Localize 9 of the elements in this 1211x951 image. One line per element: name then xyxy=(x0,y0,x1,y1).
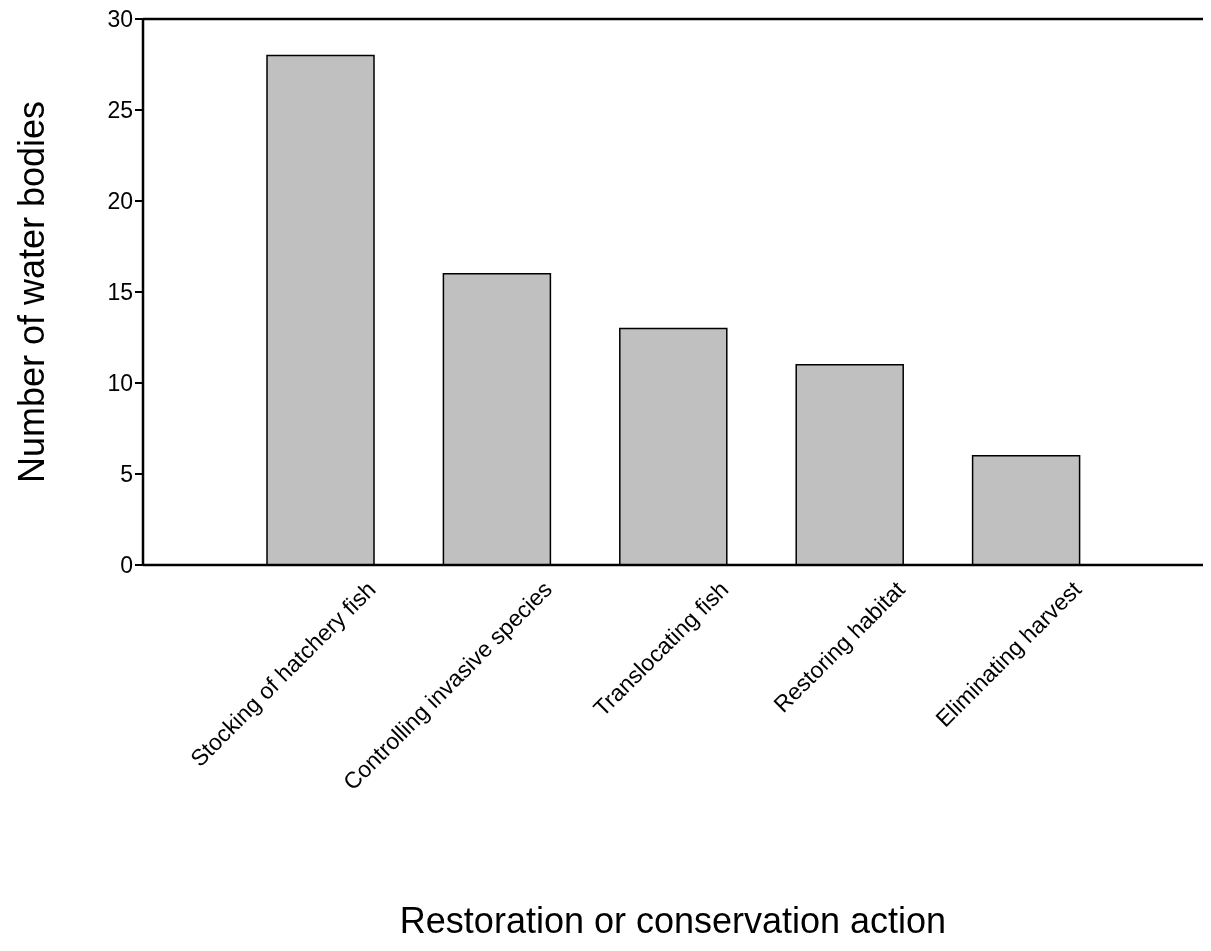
y-tick-label: 5 xyxy=(120,461,133,488)
y-tick-label: 15 xyxy=(107,279,133,306)
y-tick-label: 10 xyxy=(107,370,133,397)
y-axis-title: Number of water bodies xyxy=(10,100,52,484)
y-tick-label: 20 xyxy=(107,188,133,215)
y-tick-label: 0 xyxy=(120,552,133,579)
y-tick-label: 30 xyxy=(107,6,133,33)
x-axis-title: Restoration or conservation action xyxy=(399,900,947,941)
y-tick-label: 25 xyxy=(107,97,133,124)
